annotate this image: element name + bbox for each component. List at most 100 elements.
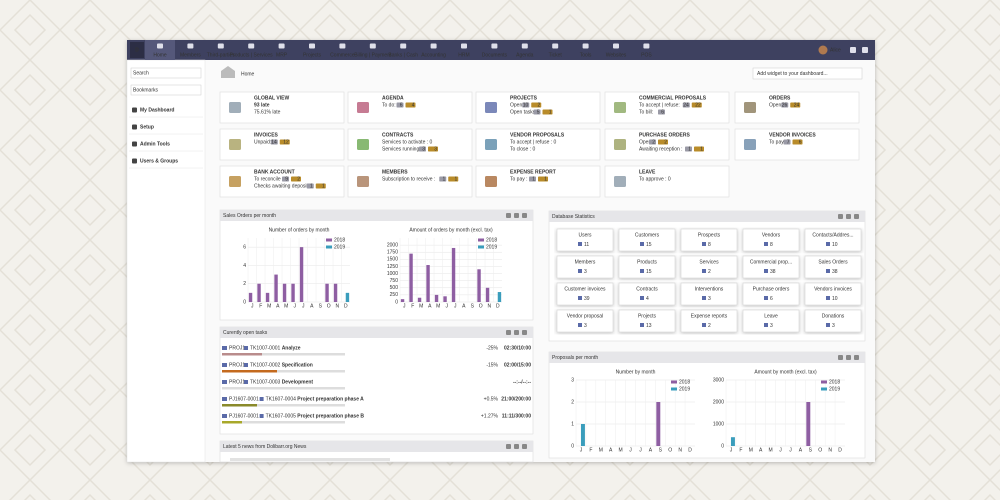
panel-tool[interactable]	[854, 355, 859, 360]
task-ref[interactable]: TK1607-0005	[266, 413, 297, 419]
nav-item[interactable]: Products | Services	[230, 52, 273, 58]
y-tick-label: 1750	[387, 250, 398, 256]
panel-tool[interactable]	[514, 444, 519, 449]
panel-tool[interactable]	[522, 330, 527, 335]
stat-tile[interactable]	[618, 255, 676, 279]
panel-tool[interactable]	[506, 444, 511, 449]
stat-value: 15	[646, 269, 652, 275]
panel-tool[interactable]	[522, 444, 527, 449]
badge-text: 1	[549, 110, 552, 116]
nav-item[interactable]: POS	[641, 52, 652, 58]
sidebar-link[interactable]: Users & Groups	[140, 158, 178, 164]
project-ref[interactable]: PJ1607-0001	[229, 396, 259, 402]
panel-tool[interactable]	[506, 330, 511, 335]
breadcrumb[interactable]: Home	[241, 71, 255, 77]
nav-item[interactable]: Banks | Cash	[388, 52, 418, 58]
stat-icon	[578, 296, 582, 300]
nav-item[interactable]: HRM	[458, 52, 469, 58]
badge	[783, 139, 791, 145]
y-tick-label: 1000	[713, 421, 724, 427]
stat-tile[interactable]	[742, 309, 800, 333]
stat-tile[interactable]	[804, 282, 862, 306]
nav-item[interactable]: Websites	[606, 52, 627, 58]
progress-track	[222, 353, 345, 356]
stat-tile[interactable]	[556, 282, 614, 306]
y-tick-label: 0	[243, 299, 246, 305]
panel-tool[interactable]	[522, 213, 527, 218]
stat-tile[interactable]	[556, 255, 614, 279]
sidebar-link[interactable]: Setup	[140, 124, 154, 130]
task-time: 21:00/200:00	[501, 396, 531, 402]
nav-item[interactable]: Ticket	[549, 52, 563, 58]
x-tick-label: J	[639, 447, 642, 453]
panel-tool[interactable]	[838, 355, 843, 360]
nav-item[interactable]: MRP	[276, 52, 288, 58]
nav-item[interactable]: Billing | Payment	[354, 52, 392, 58]
sidebar-input[interactable]	[130, 84, 202, 96]
panel-tool[interactable]	[846, 355, 851, 360]
badge	[658, 139, 668, 145]
stat-tile[interactable]	[804, 309, 862, 333]
nav-item[interactable]: Documents	[482, 52, 508, 58]
stat-tile[interactable]	[680, 255, 738, 279]
stat-tile[interactable]	[742, 282, 800, 306]
nav-item[interactable]: Third-parties	[207, 52, 236, 58]
task-ref[interactable]: TK1607-0004	[266, 396, 297, 402]
nav-item[interactable]: Tools	[580, 52, 592, 58]
nav-item[interactable]: Members	[180, 52, 201, 58]
stat-tile[interactable]	[556, 228, 614, 252]
info-box-line: 75.61% late	[254, 109, 281, 115]
stat-tile[interactable]	[804, 228, 862, 252]
stat-tile[interactable]	[618, 228, 676, 252]
sidebar-link[interactable]: My Dashboard	[140, 107, 174, 113]
widget-select-text: Add widget to your dashboard...	[757, 71, 828, 77]
panel-tool[interactable]	[506, 213, 511, 218]
stat-tile[interactable]	[556, 309, 614, 333]
task-icon	[222, 346, 227, 350]
info-box-icon	[229, 139, 241, 150]
panel-tool[interactable]	[838, 214, 843, 219]
nav-item[interactable]: Home	[153, 52, 167, 58]
legend-swatch	[671, 387, 677, 391]
nav-item[interactable]: Projects	[303, 52, 322, 58]
panel-tool[interactable]	[854, 214, 859, 219]
project-ref[interactable]: PJ1607-0001	[229, 413, 259, 419]
stat-tile[interactable]	[680, 228, 738, 252]
stat-tile[interactable]	[742, 255, 800, 279]
avatar	[818, 45, 828, 55]
sidebar-input[interactable]	[130, 67, 202, 79]
project-ref[interactable]: PROJ1	[229, 362, 245, 368]
nav-item[interactable]: Agenda	[516, 52, 533, 58]
stat-tile[interactable]	[804, 255, 862, 279]
project-ref[interactable]: PROJ1	[229, 379, 245, 385]
x-tick-label: D	[838, 447, 842, 453]
stat-label: Expense reports	[691, 313, 728, 319]
user-name[interactable]: Alice	[830, 47, 841, 53]
panel-tool[interactable]	[846, 214, 851, 219]
project-ref[interactable]: PROJ1	[229, 345, 245, 351]
x-tick-label: A	[609, 447, 613, 453]
bar	[345, 292, 350, 302]
stat-tile[interactable]	[680, 309, 738, 333]
progress-track	[222, 404, 345, 407]
stat-tile[interactable]	[742, 228, 800, 252]
panel-tool[interactable]	[514, 330, 519, 335]
nav-icon	[613, 43, 619, 49]
nav-item[interactable]: Commerce	[330, 52, 355, 58]
badge-text: 1	[442, 177, 445, 183]
nav-item[interactable]: Accounting	[421, 52, 446, 58]
task-ref[interactable]: TK1007-0002	[250, 362, 281, 368]
task-ref[interactable]: TK1007-0003	[250, 379, 281, 385]
badge	[542, 109, 553, 115]
task-time: 02:00/15:00	[504, 362, 531, 368]
stat-tile[interactable]	[680, 282, 738, 306]
panel-header	[220, 210, 533, 221]
widget-select[interactable]	[752, 67, 863, 80]
stat-tile[interactable]	[618, 309, 676, 333]
stat-value: 38	[770, 269, 776, 275]
sidebar-link[interactable]: Admin Tools	[140, 141, 170, 147]
panel-tool[interactable]	[514, 213, 519, 218]
stat-tile[interactable]	[618, 282, 676, 306]
task-ref[interactable]: TK1007-0001	[250, 345, 281, 351]
